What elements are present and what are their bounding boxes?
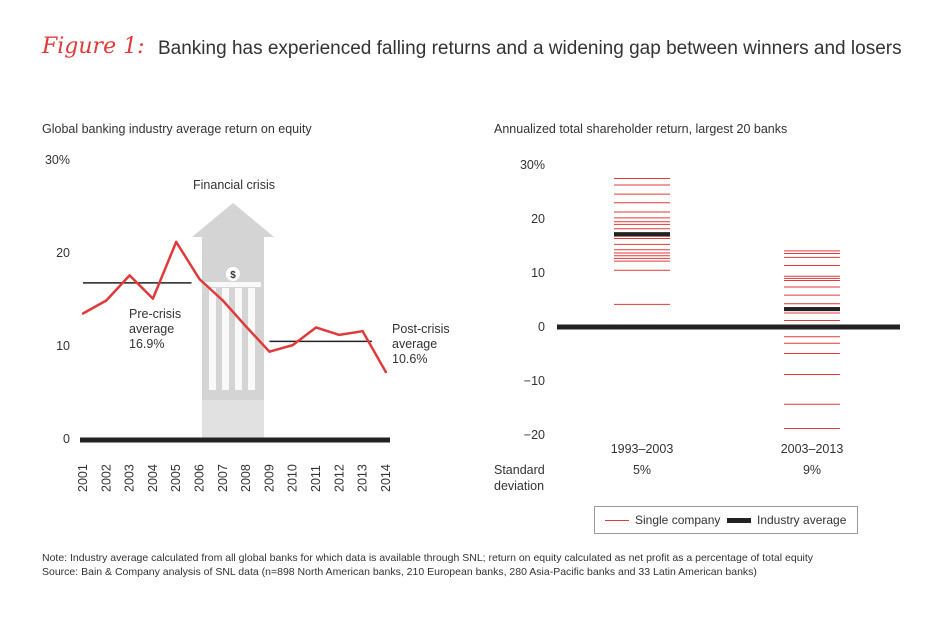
std-dev-label: deviation: [494, 479, 544, 493]
crisis-arrow-shape: [192, 203, 274, 400]
crisis-column: [248, 288, 255, 390]
left-chart-title: Global banking industry average return o…: [42, 122, 312, 136]
roe-point: [384, 370, 388, 374]
right-category-label: 2003–2013: [781, 442, 844, 456]
right-y-tick-label: 30%: [520, 158, 545, 172]
left-x-tick-label: 2010: [286, 464, 300, 492]
std-dev-value: 9%: [803, 463, 821, 477]
left-x-tick-label: 2011: [309, 465, 323, 492]
pre-crisis-label: 16.9%: [129, 337, 164, 351]
right-category-label: 1993–2003: [611, 442, 674, 456]
figure-label: Figure 1:: [42, 34, 145, 59]
right-chart-title: Annualized total shareholder return, lar…: [494, 122, 788, 136]
legend-swatch-single: [605, 520, 629, 521]
right-y-tick-label: 20: [531, 212, 545, 226]
roe-point: [175, 240, 178, 244]
legend-swatch-average: [727, 518, 751, 523]
left-x-tick-label: 2012: [332, 464, 346, 492]
left-y-tick-label: 10: [56, 339, 70, 353]
crisis-arrow-base: [202, 392, 264, 440]
dollar-symbol: $: [230, 270, 236, 281]
pre-crisis-label: Pre-crisis: [129, 307, 181, 321]
left-x-tick-label: 2013: [356, 464, 370, 492]
roe-point: [221, 299, 224, 302]
legend: Single company Industry average: [594, 506, 858, 534]
right-y-tick-label: −10: [524, 374, 545, 388]
left-x-tick-label: 2003: [123, 464, 137, 492]
roe-point: [105, 299, 108, 302]
source-note: Source: Bain & Company analysis of SNL d…: [42, 566, 757, 578]
roe-point: [81, 312, 85, 315]
roe-point: [361, 329, 364, 333]
left-x-tick-label: 2014: [379, 464, 393, 492]
roe-point: [314, 326, 318, 329]
roe-point: [244, 325, 248, 328]
right-y-tick-label: 0: [538, 320, 545, 334]
roe-series-line: [82, 240, 387, 373]
left-x-tick-label: 2008: [239, 464, 253, 492]
post-crisis-label: 10.6%: [392, 352, 427, 366]
crisis-column: [222, 288, 229, 390]
roe-point: [151, 297, 155, 300]
post-crisis-label: average: [392, 337, 437, 351]
roe-point: [291, 343, 294, 347]
left-x-tick-label: 2004: [146, 464, 160, 492]
left-x-tick-label: 2005: [169, 464, 183, 492]
crisis-column-cap: [205, 282, 261, 287]
dollar-bank-arrow-icon: [226, 267, 240, 281]
left-x-tick-label: 2006: [193, 464, 207, 492]
left-x-tick-label: 2007: [216, 464, 230, 492]
std-dev-label: Standard: [494, 463, 545, 477]
left-y-tick-label: 0: [63, 432, 70, 446]
legend-label-average: Industry average: [757, 513, 847, 527]
crisis-column: [209, 288, 216, 390]
roe-point: [198, 277, 201, 281]
legend-label-single: Single company: [635, 513, 721, 527]
post-crisis-label: Post-crisis: [392, 322, 450, 336]
roe-point: [268, 350, 271, 353]
left-x-tick-label: 2001: [76, 464, 90, 492]
pre-crisis-label: average: [129, 322, 174, 336]
roe-point: [128, 274, 131, 277]
right-y-tick-label: −20: [524, 428, 545, 442]
figure-title: Banking has experienced falling returns …: [158, 38, 902, 59]
crisis-label: Financial crisis: [193, 178, 275, 192]
right-y-tick-label: 10: [531, 266, 545, 280]
left-x-tick-label: 2009: [262, 464, 276, 492]
crisis-column: [235, 288, 242, 390]
left-y-tick-label: 20: [56, 246, 70, 260]
roe-point: [338, 333, 341, 337]
std-dev-value: 5%: [633, 463, 651, 477]
left-y-tick-label: 30%: [45, 153, 70, 167]
footnote: Note: Industry average calculated from a…: [42, 552, 814, 564]
left-x-tick-label: 2002: [99, 464, 113, 492]
